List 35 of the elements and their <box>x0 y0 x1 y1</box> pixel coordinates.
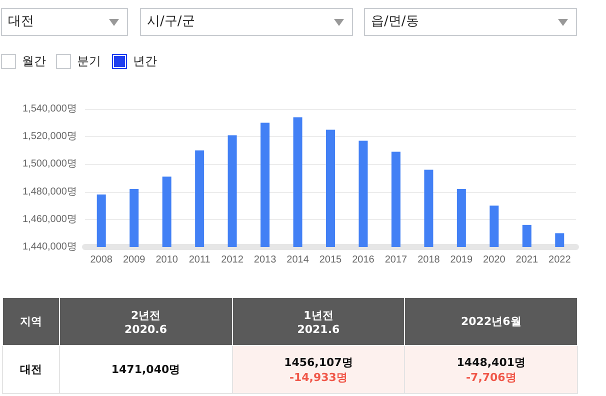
text: 2년전 2020.6 <box>124 308 168 336</box>
text: 1년전 2021.6 <box>296 308 341 336</box>
dropdown: 시/구/군 <box>140 8 353 36</box>
text: 월간 <box>22 54 46 68</box>
text: 1471,040명 <box>110 362 182 377</box>
text: 지역 <box>18 314 43 329</box>
x-tick-label: 2017 <box>384 254 408 266</box>
x-tick-label: 2018 <box>418 254 440 266</box>
x-tick-label: 2022 <box>548 254 572 266</box>
dropdown: 읍/면/동 <box>364 8 577 36</box>
x-tick-label: 2014 <box>286 254 310 266</box>
y-tick-label: 1,460,000명 <box>22 214 77 225</box>
text: 대전 <box>18 362 43 377</box>
x-tick-label: 2021 <box>516 254 538 266</box>
text: 1456,107명 -14,933명 <box>283 354 354 384</box>
text: 1448,401명 -7,706명 <box>456 354 527 384</box>
x-tick-label: 2019 <box>450 254 473 266</box>
y-tick-label: 1,500,000명 <box>22 158 77 170</box>
dropdown: 대전 <box>1 8 128 36</box>
y-tick-label: 1,480,000명 <box>22 186 77 198</box>
x-tick-label: 2012 <box>221 254 244 266</box>
x-tick-label: 2013 <box>254 254 277 266</box>
x-tick-label: 2010 <box>156 254 178 266</box>
x-tick-label: 2009 <box>122 254 146 266</box>
x-tick-label: 2015 <box>319 254 342 266</box>
x-tick-label: 2011 <box>188 254 211 266</box>
text: 년간 <box>133 54 157 68</box>
y-tick-label: 1,520,000명 <box>22 131 77 142</box>
x-tick-label: 2020 <box>483 254 506 266</box>
y-tick-label: 1,540,000명 <box>22 104 77 114</box>
text: 2022년6월 <box>460 314 522 329</box>
y-tick-label: 1,440,000명 <box>22 242 77 252</box>
x-tick-label: 2008 <box>90 254 113 266</box>
text: 분기 <box>77 54 101 68</box>
x-tick-label: 2016 <box>352 254 375 266</box>
